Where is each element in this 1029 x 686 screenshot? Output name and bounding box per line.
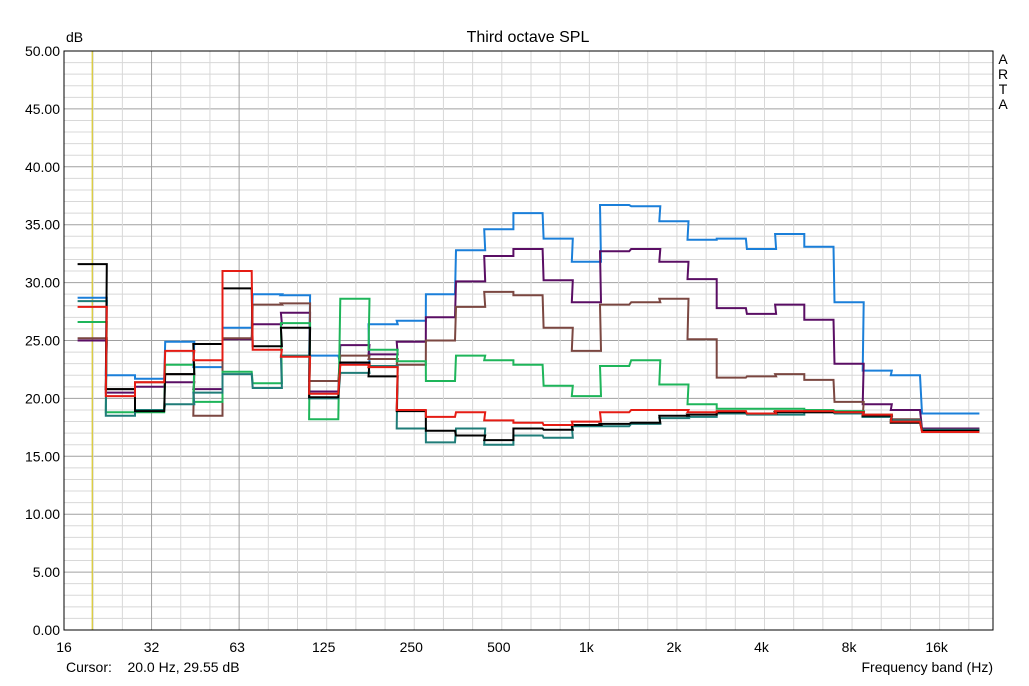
- y-tick-label: 0.00: [33, 622, 60, 638]
- series-line-7: [77, 270, 980, 433]
- chart-title: Third octave SPL: [467, 29, 590, 46]
- x-tick-label: 125: [312, 639, 336, 655]
- y-axis-tick-labels: 0.00 5.00 10.00 15.00 20.00 25.00 30.00 35.00 40…: [25, 43, 60, 638]
- series-line-2: [77, 248, 980, 430]
- series-line-1: [77, 204, 980, 415]
- arta-letter-t: T: [998, 81, 1008, 97]
- y-tick-label: 50.00: [25, 43, 60, 59]
- arta-watermark: A R T A: [996, 52, 1010, 112]
- cursor-value: 20.0 Hz, 29.55 dB: [127, 659, 240, 675]
- x-tick-label: 63: [229, 639, 245, 655]
- cursor-label: Cursor:: [66, 659, 112, 675]
- arta-letter-a2: A: [998, 96, 1008, 112]
- y-tick-label: 45.00: [25, 101, 60, 117]
- x-axis-title: Frequency band (Hz): [861, 659, 993, 675]
- series-line-4: [77, 297, 980, 432]
- series-lines: [77, 204, 980, 446]
- y-tick-label: 25.00: [25, 333, 60, 349]
- y-tick-label: 20.00: [25, 390, 60, 406]
- y-tick-label: 35.00: [25, 217, 60, 233]
- series-line-3: [77, 290, 980, 431]
- x-tick-label: 8k: [842, 639, 858, 655]
- arta-letter-a1: A: [998, 51, 1008, 67]
- x-tick-label: 250: [400, 639, 424, 655]
- x-axis-tick-labels: 16 32 63 125 250 500 1k 2k 4k 8k 16k: [56, 639, 949, 655]
- y-tick-label: 30.00: [25, 275, 60, 291]
- y-tick-label: 40.00: [25, 159, 60, 175]
- y-axis-unit-label: dB: [66, 29, 83, 45]
- cursor-readout: Cursor: 20.0 Hz, 29.55 dB: [66, 659, 240, 675]
- x-tick-label: 16k: [925, 639, 949, 655]
- x-tick-label: 4k: [754, 639, 770, 655]
- arta-letter-r: R: [997, 66, 1009, 82]
- plot-area-frame: [63, 50, 994, 631]
- y-tick-label: 10.00: [25, 506, 60, 522]
- x-tick-label: 2k: [667, 639, 683, 655]
- y-tick-label: 15.00: [25, 448, 60, 464]
- x-tick-label: 1k: [579, 639, 595, 655]
- x-tick-label: 500: [487, 639, 511, 655]
- x-tick-label: 16: [56, 639, 72, 655]
- x-tick-label: 32: [144, 639, 160, 655]
- plot-grid: [63, 50, 993, 631]
- y-tick-label: 5.00: [33, 564, 60, 580]
